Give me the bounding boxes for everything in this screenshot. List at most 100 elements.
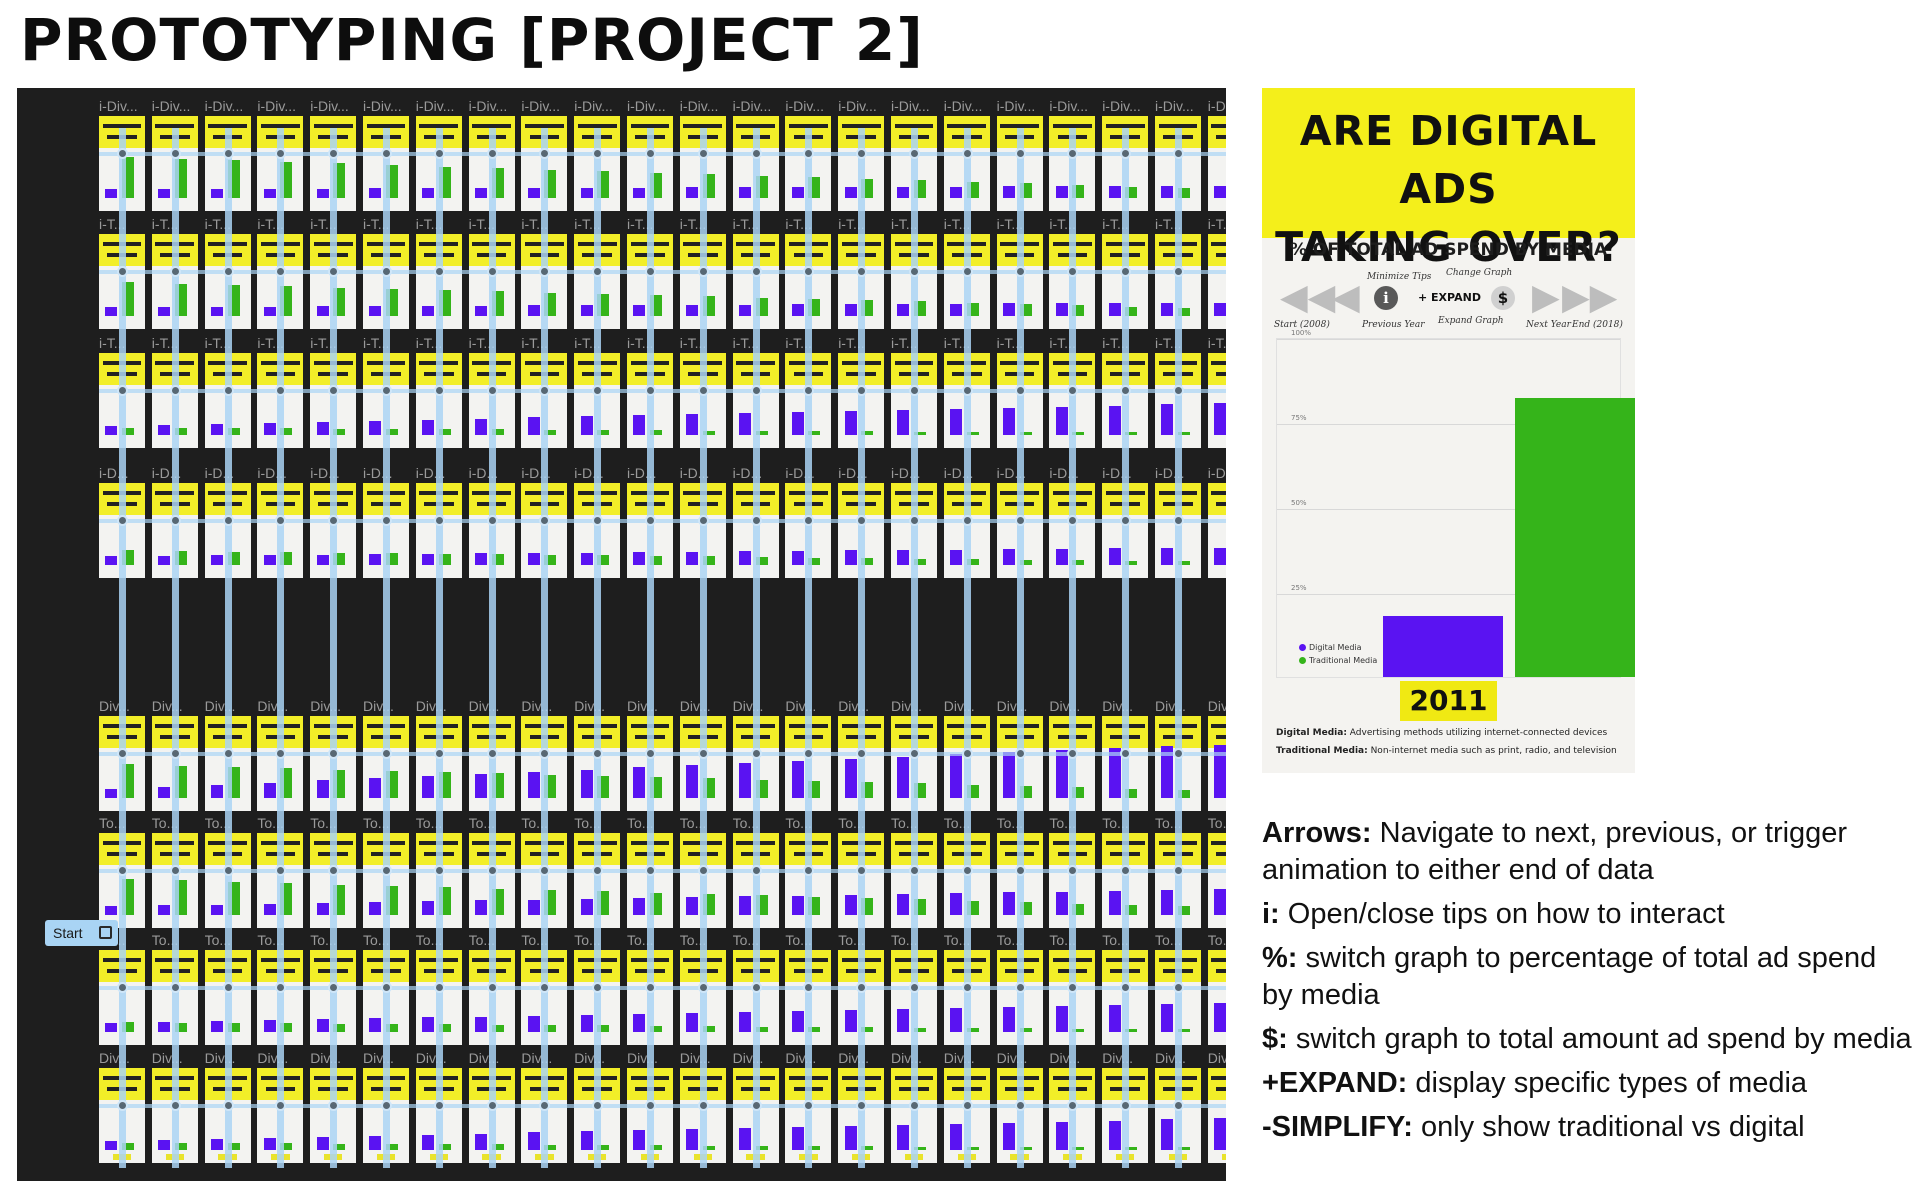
connection-node (328, 148, 340, 159)
note-term: i: (1262, 898, 1280, 930)
frame-bar-traditional (386, 1024, 398, 1032)
prototype-frame[interactable] (1207, 116, 1226, 211)
frame-bar-digital (950, 408, 963, 435)
next-arrow-icon[interactable]: ▶ (1532, 277, 1560, 318)
frame-bar-digital (791, 187, 804, 198)
frame-bar-traditional (1178, 307, 1190, 316)
connection-node (1173, 982, 1184, 993)
connection-node (328, 515, 340, 526)
frame-bar-traditional (702, 556, 715, 565)
dollar-button[interactable]: $ (1491, 286, 1515, 310)
connection-node (909, 266, 920, 277)
frame-bar-traditional (333, 287, 346, 316)
connection-node (1014, 865, 1026, 876)
prototype-preview[interactable]: ARE DIGITAL ADS TAKING OVER? % OF TOTAL … (1262, 88, 1635, 773)
frame-bar-digital (580, 552, 593, 565)
start-arrow-icon[interactable]: ◀◀ (1280, 277, 1336, 318)
frame-bar-digital (1214, 185, 1226, 198)
frame-bar-traditional (438, 290, 451, 316)
connection-wire (99, 270, 1226, 274)
frame-bar-traditional (122, 764, 134, 798)
prototype-frame[interactable] (1207, 353, 1226, 448)
connection-node (486, 266, 498, 277)
frame-bar-digital (475, 305, 487, 316)
chart-plot-area: 100% 75% 50% 25% Digital Media Tradition… (1276, 329, 1635, 678)
connection-wire (99, 752, 1226, 756)
frame-bar-digital (950, 893, 963, 915)
frame-bar-digital (897, 550, 910, 565)
frame-bar-traditional (1019, 559, 1032, 565)
frame-bar-traditional (597, 171, 610, 198)
minimize-tips-label: Minimize Tips (1367, 272, 1432, 282)
frame-label: To... (996, 932, 1024, 948)
frame-header (1207, 483, 1226, 516)
frame-bar-traditional (544, 889, 557, 915)
frame-bar-digital (739, 1011, 751, 1032)
frame-bar-digital (263, 188, 276, 198)
frame-bar-digital (422, 901, 435, 915)
connection-node (697, 865, 709, 876)
connection-node (803, 865, 815, 876)
connection-node (803, 385, 815, 396)
end-arrow-icon[interactable]: ▶▶ (1562, 277, 1618, 318)
prototype-frame[interactable] (1207, 1068, 1226, 1163)
prototype-frame[interactable] (1207, 234, 1226, 329)
previous-arrow-icon[interactable]: ◀ (1332, 277, 1360, 318)
prototype-frame[interactable] (1207, 833, 1226, 928)
frame-bar-digital (527, 187, 540, 198)
connection-node (169, 748, 181, 759)
frame-bar-traditional (1072, 1028, 1085, 1032)
frame-bar-traditional (1125, 1146, 1138, 1150)
frame-label: To... (627, 815, 654, 831)
gridline (1277, 424, 1620, 425)
frame-bar-traditional (122, 879, 134, 915)
frame-bar-digital (211, 423, 223, 435)
frame-label: To... (204, 815, 232, 831)
connection-wire (1016, 128, 1024, 1168)
prototype-canvas[interactable]: i-Div... i-Div... i-Div... i-Div... i-Div...… (17, 88, 1226, 1181)
frame-bar-digital (527, 1132, 540, 1150)
prototype-frame[interactable] (1207, 483, 1226, 578)
frame-bar-traditional (333, 163, 346, 198)
frame-icon (99, 926, 112, 939)
frame-bar-digital (1055, 303, 1068, 316)
frame-bar-traditional (122, 1022, 134, 1032)
frame-bar-digital (1161, 745, 1174, 798)
start-flow-button[interactable]: Start (45, 920, 118, 946)
frame-label: i-T... (204, 216, 232, 232)
frame-label: i-T... (151, 216, 179, 232)
frame-bar-traditional (491, 168, 504, 198)
frame-label: i-T... (838, 335, 865, 351)
prototype-frame[interactable] (1207, 716, 1226, 811)
frame-bar-digital (633, 187, 646, 198)
frame-bar-digital (633, 1013, 646, 1032)
connection-node (856, 865, 868, 876)
frame-bar-traditional (1178, 188, 1190, 198)
connection-node (750, 266, 762, 277)
frame-bar-digital (316, 421, 329, 435)
info-button[interactable]: i (1374, 286, 1398, 310)
connection-node (1120, 148, 1132, 159)
connection-node (381, 266, 392, 277)
frame-bar-digital (791, 895, 804, 915)
prototype-frame[interactable] (1207, 950, 1226, 1045)
frame-bar-digital (950, 549, 963, 565)
expand-button[interactable]: + EXPAND (1418, 291, 1481, 304)
frame-bar-traditional (861, 558, 874, 565)
frame-bar-digital (527, 899, 540, 915)
frame-label: i-Div... (415, 98, 455, 114)
frame-bar-traditional (650, 430, 662, 435)
frame-bar-digital (369, 778, 382, 798)
note-item: +EXPAND: display specific types of media (1262, 1065, 1912, 1102)
frame-label: To... (257, 815, 284, 831)
frame-bar-digital (739, 187, 751, 198)
frame-bar-traditional (650, 1025, 662, 1032)
frame-bar-traditional (544, 429, 557, 435)
frame-bar-traditional (914, 1027, 926, 1032)
expand-graph-label: Expand Graph (1438, 316, 1504, 326)
frame-bar-traditional (280, 768, 293, 798)
frame-bar-traditional (966, 431, 979, 435)
frame-bar-traditional (1019, 1146, 1032, 1150)
frame-bar-traditional (174, 1022, 187, 1032)
frame-bar-digital (316, 188, 329, 198)
